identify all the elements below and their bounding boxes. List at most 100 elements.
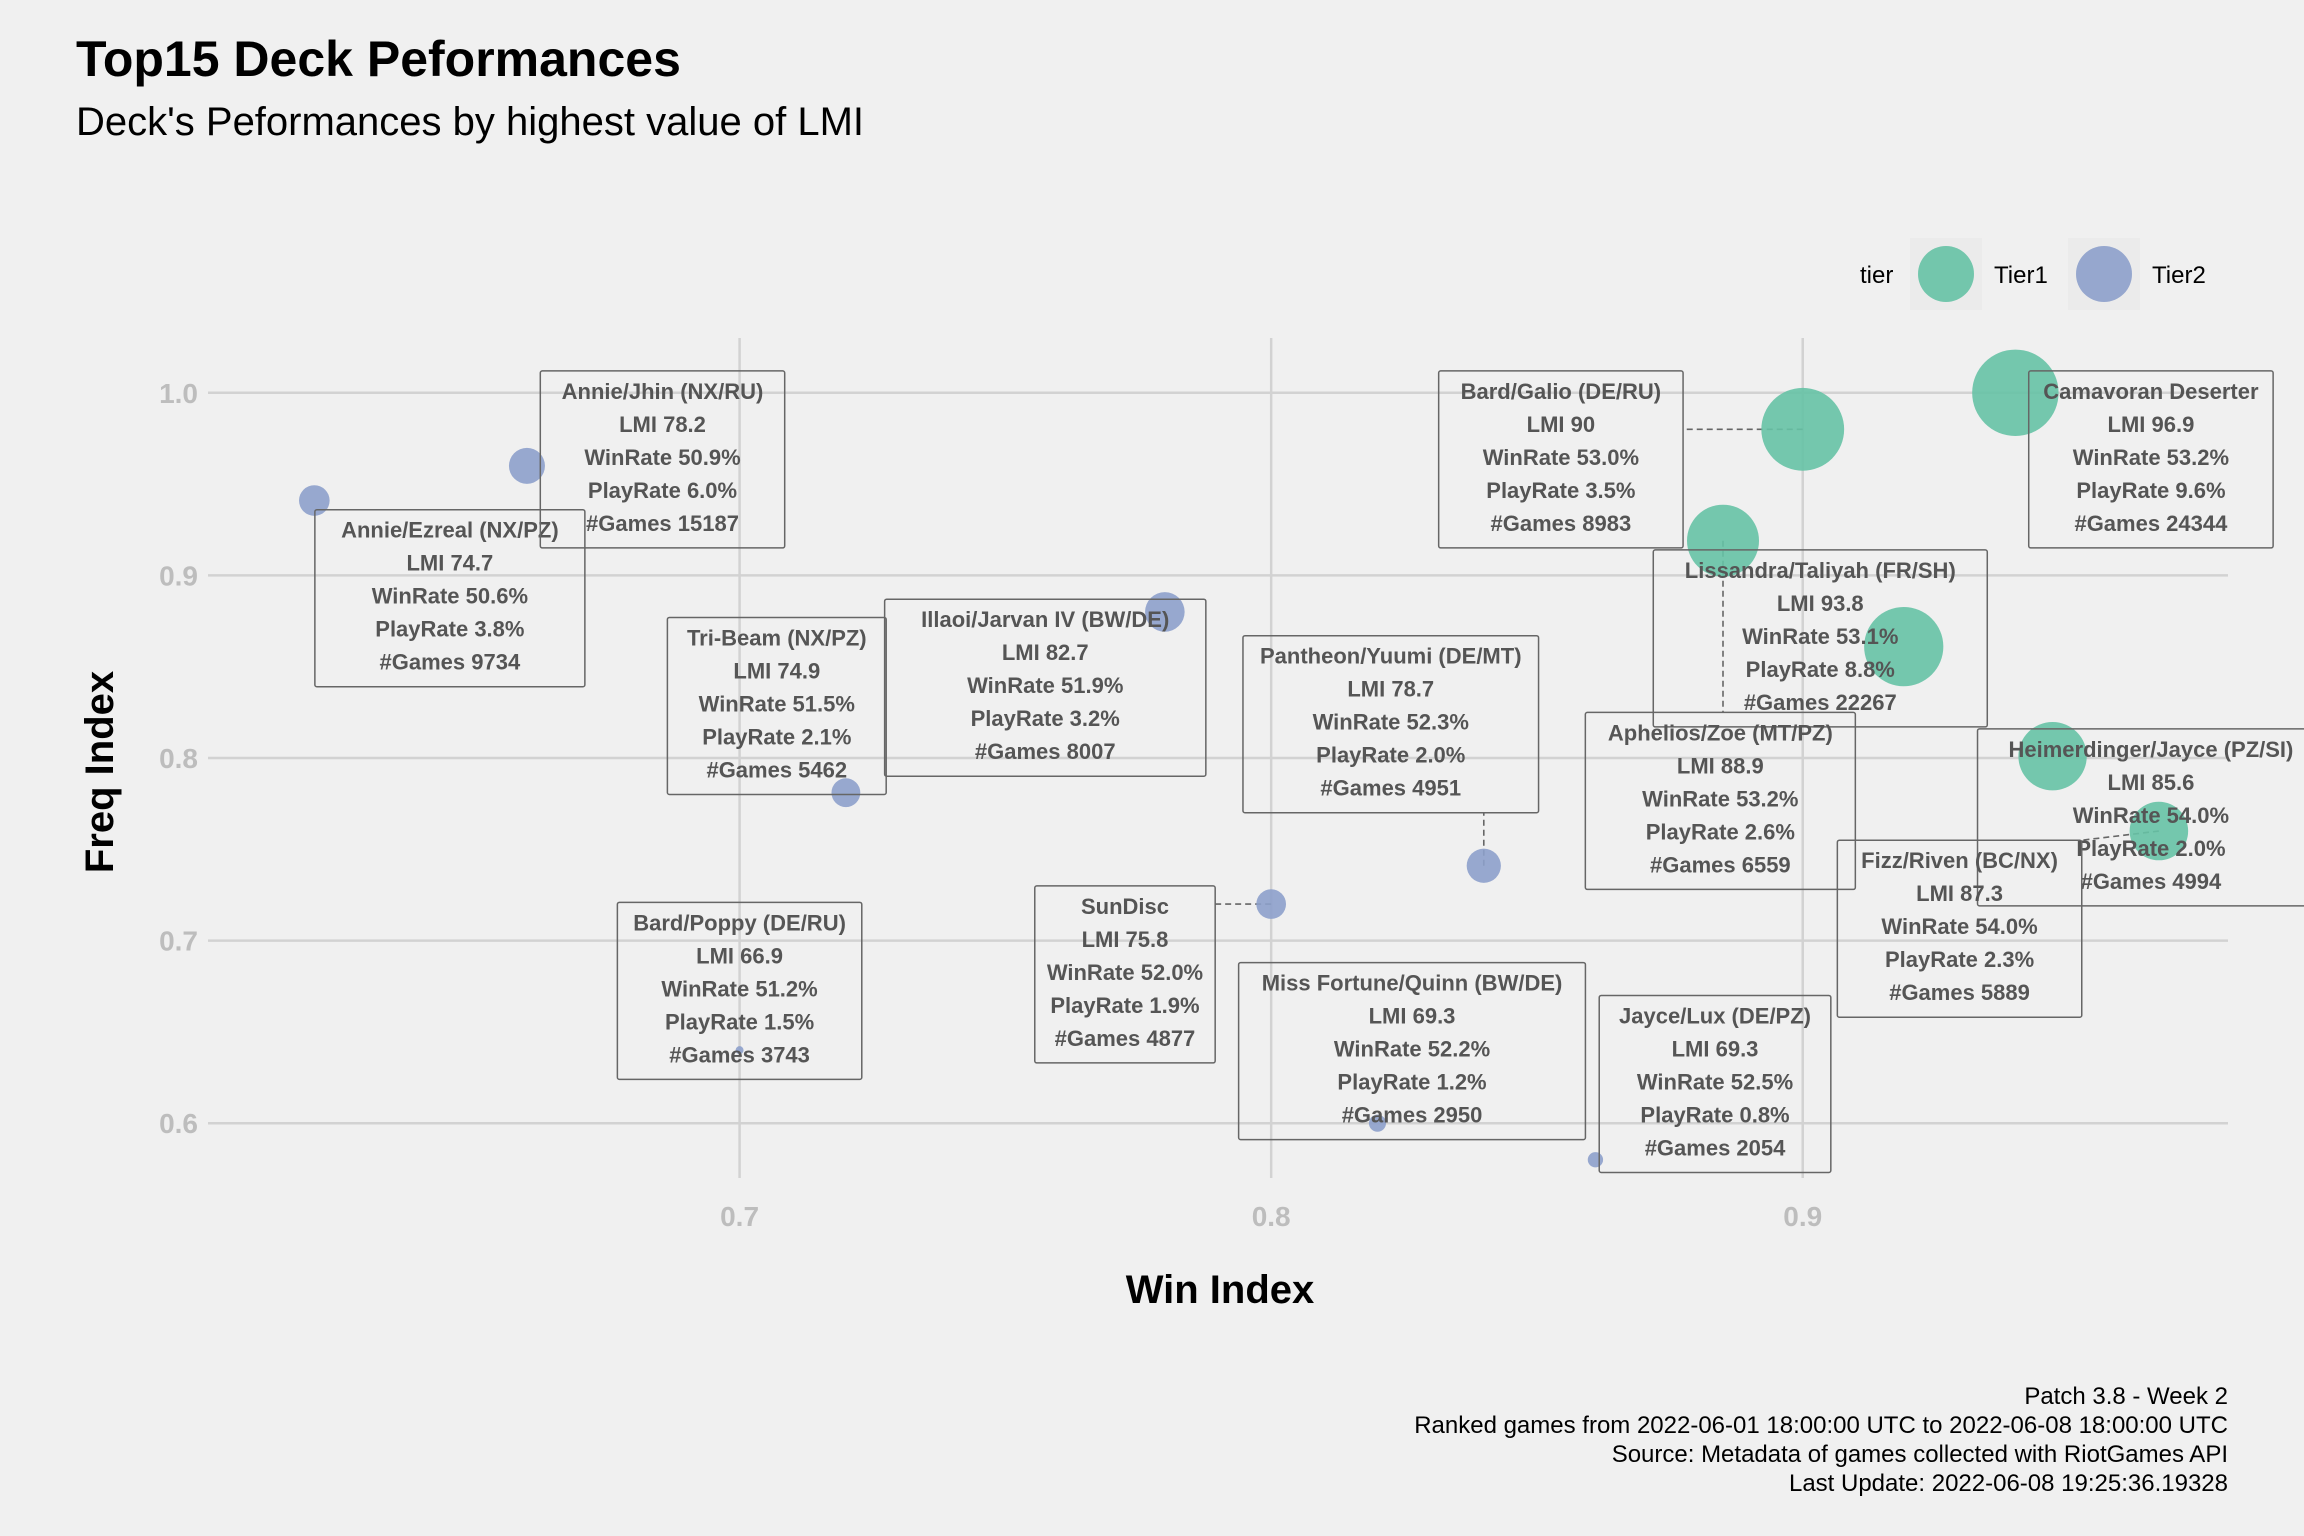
point-label: Illaoi/Jarvan IV (BW/DE) LMI 82.7 WinRate … bbox=[883, 598, 1207, 777]
point-label-text: #Games 4994 bbox=[2081, 869, 2222, 894]
point-label-text: WinRate 52.3% bbox=[1313, 710, 1469, 735]
point-label-box bbox=[1437, 370, 1684, 549]
caption-update: Last Update: 2022-06-08 19:25:36.19328 bbox=[1788, 1470, 2228, 1497]
point-label-text: LMI 75.8 bbox=[1082, 927, 1169, 952]
point-label-text: LMI 69.3 bbox=[1369, 1004, 1456, 1029]
point-label-text: LMI 74.9 bbox=[733, 658, 820, 683]
point-label-text: Bard/Poppy (DE/RU) bbox=[633, 910, 846, 935]
point-label-text: WinRate 52.5% bbox=[1637, 1069, 1793, 1094]
point-label: Aphelios/Zoe (MT/PZ) LMI 88.9 WinRate 53.2… bbox=[1584, 711, 1857, 891]
point-label-text: WinRate 50.9% bbox=[584, 445, 740, 470]
point-label-text: Fizz/Riven (BC/NX) bbox=[1861, 848, 2058, 873]
point-label: Pantheon/Yuumi (DE/MT) LMI 78.7 WinRate 52… bbox=[1242, 634, 1540, 814]
point-label-text: #Games 5462 bbox=[706, 757, 847, 782]
point-label-text: SunDisc bbox=[1081, 894, 1169, 919]
caption-source: Source: Metadata of games collected with… bbox=[1611, 1441, 2228, 1468]
point-label-text: PlayRate 2.6% bbox=[1646, 819, 1795, 844]
point-label-text: Miss Fortune/Quinn (BW/DE) bbox=[1262, 971, 1563, 996]
y-tick-label: 0.6 bbox=[159, 1108, 198, 1139]
point-label-text: WinRate 53.0% bbox=[1483, 445, 1639, 470]
x-tick-label: 0.8 bbox=[1252, 1201, 1291, 1232]
point-label-box bbox=[616, 901, 863, 1081]
point-label-text: PlayRate 8.8% bbox=[1746, 657, 1895, 682]
chart-title: Top15 Deck Peformances bbox=[76, 31, 681, 87]
x-axis-label: Win Index bbox=[1126, 1268, 1315, 1312]
point-label: Fizz/Riven (BC/NX) LMI 87.3 WinRate 54.0% P… bbox=[1836, 839, 2083, 1018]
point-label-text: PlayRate 2.0% bbox=[2076, 836, 2225, 861]
data-point bbox=[831, 778, 861, 808]
point-label-box bbox=[314, 508, 586, 688]
point-label-box bbox=[539, 370, 786, 549]
point-label-text: WinRate 52.0% bbox=[1047, 960, 1203, 985]
legend-swatch-tier1 bbox=[1918, 246, 1974, 302]
point-label: Camavoran Deserter LMI 96.9 WinRate 53.2% P… bbox=[2027, 370, 2274, 549]
point-label-text: LMI 66.9 bbox=[696, 943, 783, 968]
x-tick-label: 0.7 bbox=[720, 1201, 759, 1232]
point-label-text: PlayRate 1.5% bbox=[665, 1009, 814, 1034]
point-label-text: LMI 90 bbox=[1527, 412, 1595, 437]
point-label-box bbox=[1584, 711, 1857, 891]
point-label: Jayce/Lux (DE/PZ) LMI 69.3 WinRate 52.5% Pl… bbox=[1598, 994, 1832, 1174]
point-label: Bard/Poppy (DE/RU) LMI 66.9 WinRate 51.2% P… bbox=[616, 901, 863, 1081]
data-point bbox=[1864, 607, 1944, 687]
caption: Patch 3.8 - Week 2 Ranked games from 202… bbox=[1414, 1382, 2228, 1498]
point-label-text: WinRate 54.0% bbox=[2073, 803, 2229, 828]
point-label-text: Illaoi/Jarvan IV (BW/DE) bbox=[921, 607, 1169, 632]
point-label-text: PlayRate 9.6% bbox=[2076, 478, 2225, 503]
point-label: SunDisc LMI 75.8 WinRate 52.0% PlayRate 1.9… bbox=[1034, 885, 1216, 1064]
point-label-text: LMI 69.3 bbox=[1672, 1036, 1759, 1061]
point-label-text: LMI 88.9 bbox=[1677, 753, 1764, 778]
data-point bbox=[1761, 387, 1845, 471]
point-label-text: PlayRate 2.0% bbox=[1316, 743, 1465, 768]
point-label-text: WinRate 52.2% bbox=[1334, 1037, 1490, 1062]
data-point bbox=[1587, 1152, 1604, 1168]
point-label-text: Jayce/Lux (DE/PZ) bbox=[1619, 1003, 1811, 1028]
point-label-box bbox=[666, 616, 887, 796]
point-label-text: PlayRate 3.8% bbox=[375, 617, 524, 642]
point-label: Tri-Beam (NX/PZ) LMI 74.9 WinRate 51.5% Pla… bbox=[666, 616, 887, 796]
point-label-text: #Games 24344 bbox=[2074, 511, 2228, 536]
point-label-text: WinRate 50.6% bbox=[372, 584, 528, 609]
data-point bbox=[2018, 721, 2087, 791]
point-label-text: #Games 6559 bbox=[1650, 852, 1791, 877]
point-label-text: PlayRate 3.5% bbox=[1486, 478, 1635, 503]
point-label-text: PlayRate 1.9% bbox=[1050, 993, 1199, 1018]
data-point bbox=[1368, 1114, 1387, 1132]
point-label-box bbox=[1237, 961, 1587, 1141]
point-label-text: #Games 15187 bbox=[586, 511, 739, 536]
point-label-text: PlayRate 1.2% bbox=[1337, 1070, 1486, 1095]
y-tick-label: 0.7 bbox=[159, 926, 198, 957]
point-label-text: WinRate 53.1% bbox=[1742, 624, 1898, 649]
legend-title: tier bbox=[1860, 262, 1893, 289]
point-label-text: PlayRate 2.3% bbox=[1885, 947, 2034, 972]
point-label-text: PlayRate 2.1% bbox=[702, 724, 851, 749]
point-label-text: #Games 8983 bbox=[1491, 511, 1632, 536]
data-point bbox=[1256, 889, 1287, 919]
point-label-box bbox=[2027, 370, 2274, 549]
point-label-box bbox=[1034, 885, 1216, 1064]
point-label-text: Aphelios/Zoe (MT/PZ) bbox=[1608, 720, 1833, 745]
point-label-text: PlayRate 3.2% bbox=[971, 706, 1120, 731]
point-label-text: Annie/Ezreal (NX/PZ) bbox=[341, 518, 559, 543]
caption-patch: Patch 3.8 - Week 2 bbox=[2024, 1383, 2228, 1410]
point-label-text: Pantheon/Yuumi (DE/MT) bbox=[1260, 644, 1522, 669]
point-label: Annie/Ezreal (NX/PZ) LMI 74.7 WinRate 50.6… bbox=[314, 508, 586, 688]
legend: tier Tier1 Tier2 bbox=[1860, 238, 2206, 310]
legend-label-tier2: Tier2 bbox=[2152, 262, 2206, 289]
point-label-text: #Games 22267 bbox=[1744, 690, 1897, 715]
data-point bbox=[1145, 592, 1185, 632]
point-label-text: Heimerdinger/Jayce (PZ/SI) bbox=[2008, 737, 2293, 762]
point-label-text: #Games 8007 bbox=[975, 739, 1116, 764]
point-label: Bard/Galio (DE/RU) LMI 90 WinRate 53.0% Pla… bbox=[1437, 370, 1684, 549]
y-axis-label: Freq Index bbox=[78, 671, 122, 873]
point-label-box bbox=[1836, 839, 2083, 1018]
legend-swatch-tier2 bbox=[2076, 246, 2132, 302]
point-labels: Camavoran Deserter LMI 96.9 WinRate 53.2% P… bbox=[314, 370, 2304, 1174]
point-label-text: LMI 78.7 bbox=[1347, 677, 1434, 702]
point-label-text: WinRate 53.2% bbox=[2073, 445, 2229, 470]
y-tick-label: 0.9 bbox=[159, 560, 198, 591]
point-label: Annie/Jhin (NX/RU) LMI 78.2 WinRate 50.9% P… bbox=[539, 370, 786, 549]
data-point bbox=[508, 447, 545, 484]
point-label-text: LMI 82.7 bbox=[1002, 640, 1089, 665]
